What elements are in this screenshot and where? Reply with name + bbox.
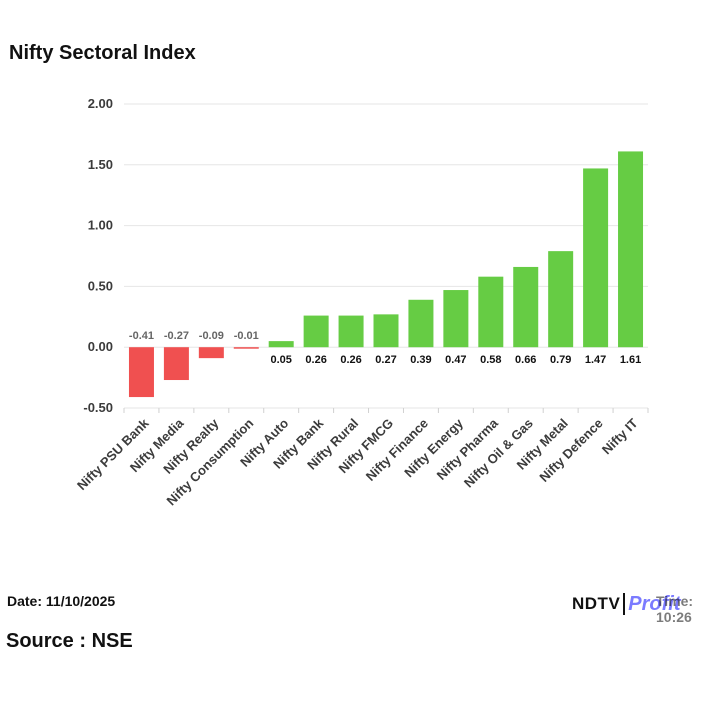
data-label: 0.79 (550, 354, 571, 366)
y-tick-label: 0.00 (88, 339, 113, 354)
logo-brand: NDTV (572, 594, 621, 613)
bar (583, 168, 609, 348)
y-tick-label: 1.00 (88, 218, 113, 233)
data-label: 1.47 (585, 354, 606, 366)
category-label: Nifty IT (599, 415, 641, 457)
source-label: Source : NSE (6, 630, 133, 652)
data-label: 0.66 (515, 354, 536, 366)
bar (338, 315, 364, 348)
data-label: 0.05 (270, 354, 291, 366)
data-label: -0.27 (164, 330, 189, 342)
category-label: Nifty Defence (536, 416, 605, 485)
bar (163, 347, 189, 381)
data-label: 1.61 (620, 354, 641, 366)
bar (198, 347, 224, 359)
bar (548, 251, 574, 348)
y-tick-label: 1.50 (88, 157, 113, 172)
bar (408, 299, 434, 348)
data-label: 0.26 (340, 354, 361, 366)
time-label: Time: 10:26 (656, 593, 694, 625)
date-label: Date: 11/10/2025 (7, 593, 116, 609)
bar (373, 314, 399, 348)
data-label: -0.01 (234, 330, 259, 342)
chart-title: Nifty Sectoral Index (9, 42, 196, 64)
bar (513, 266, 539, 348)
bar (233, 347, 259, 349)
data-label: -0.09 (199, 330, 224, 342)
data-label: -0.41 (129, 330, 154, 342)
data-label: 0.58 (480, 354, 501, 366)
bar (128, 347, 154, 398)
data-label: 0.47 (445, 354, 466, 366)
logo-divider (623, 593, 626, 615)
logo-product: Profit (628, 592, 681, 615)
bar (268, 341, 294, 348)
bar (618, 151, 644, 348)
y-tick-label: 2.00 (88, 96, 113, 111)
data-label: 0.27 (375, 354, 396, 366)
y-tick-label: -0.50 (83, 400, 113, 415)
bar (478, 276, 504, 348)
data-label: 0.39 (410, 354, 431, 366)
y-tick-label: 0.50 (88, 278, 113, 293)
bar (303, 315, 329, 348)
bar (443, 290, 469, 348)
ndtv-profit-logo: NDTV Profit (572, 590, 681, 618)
data-label: 0.26 (305, 354, 326, 366)
